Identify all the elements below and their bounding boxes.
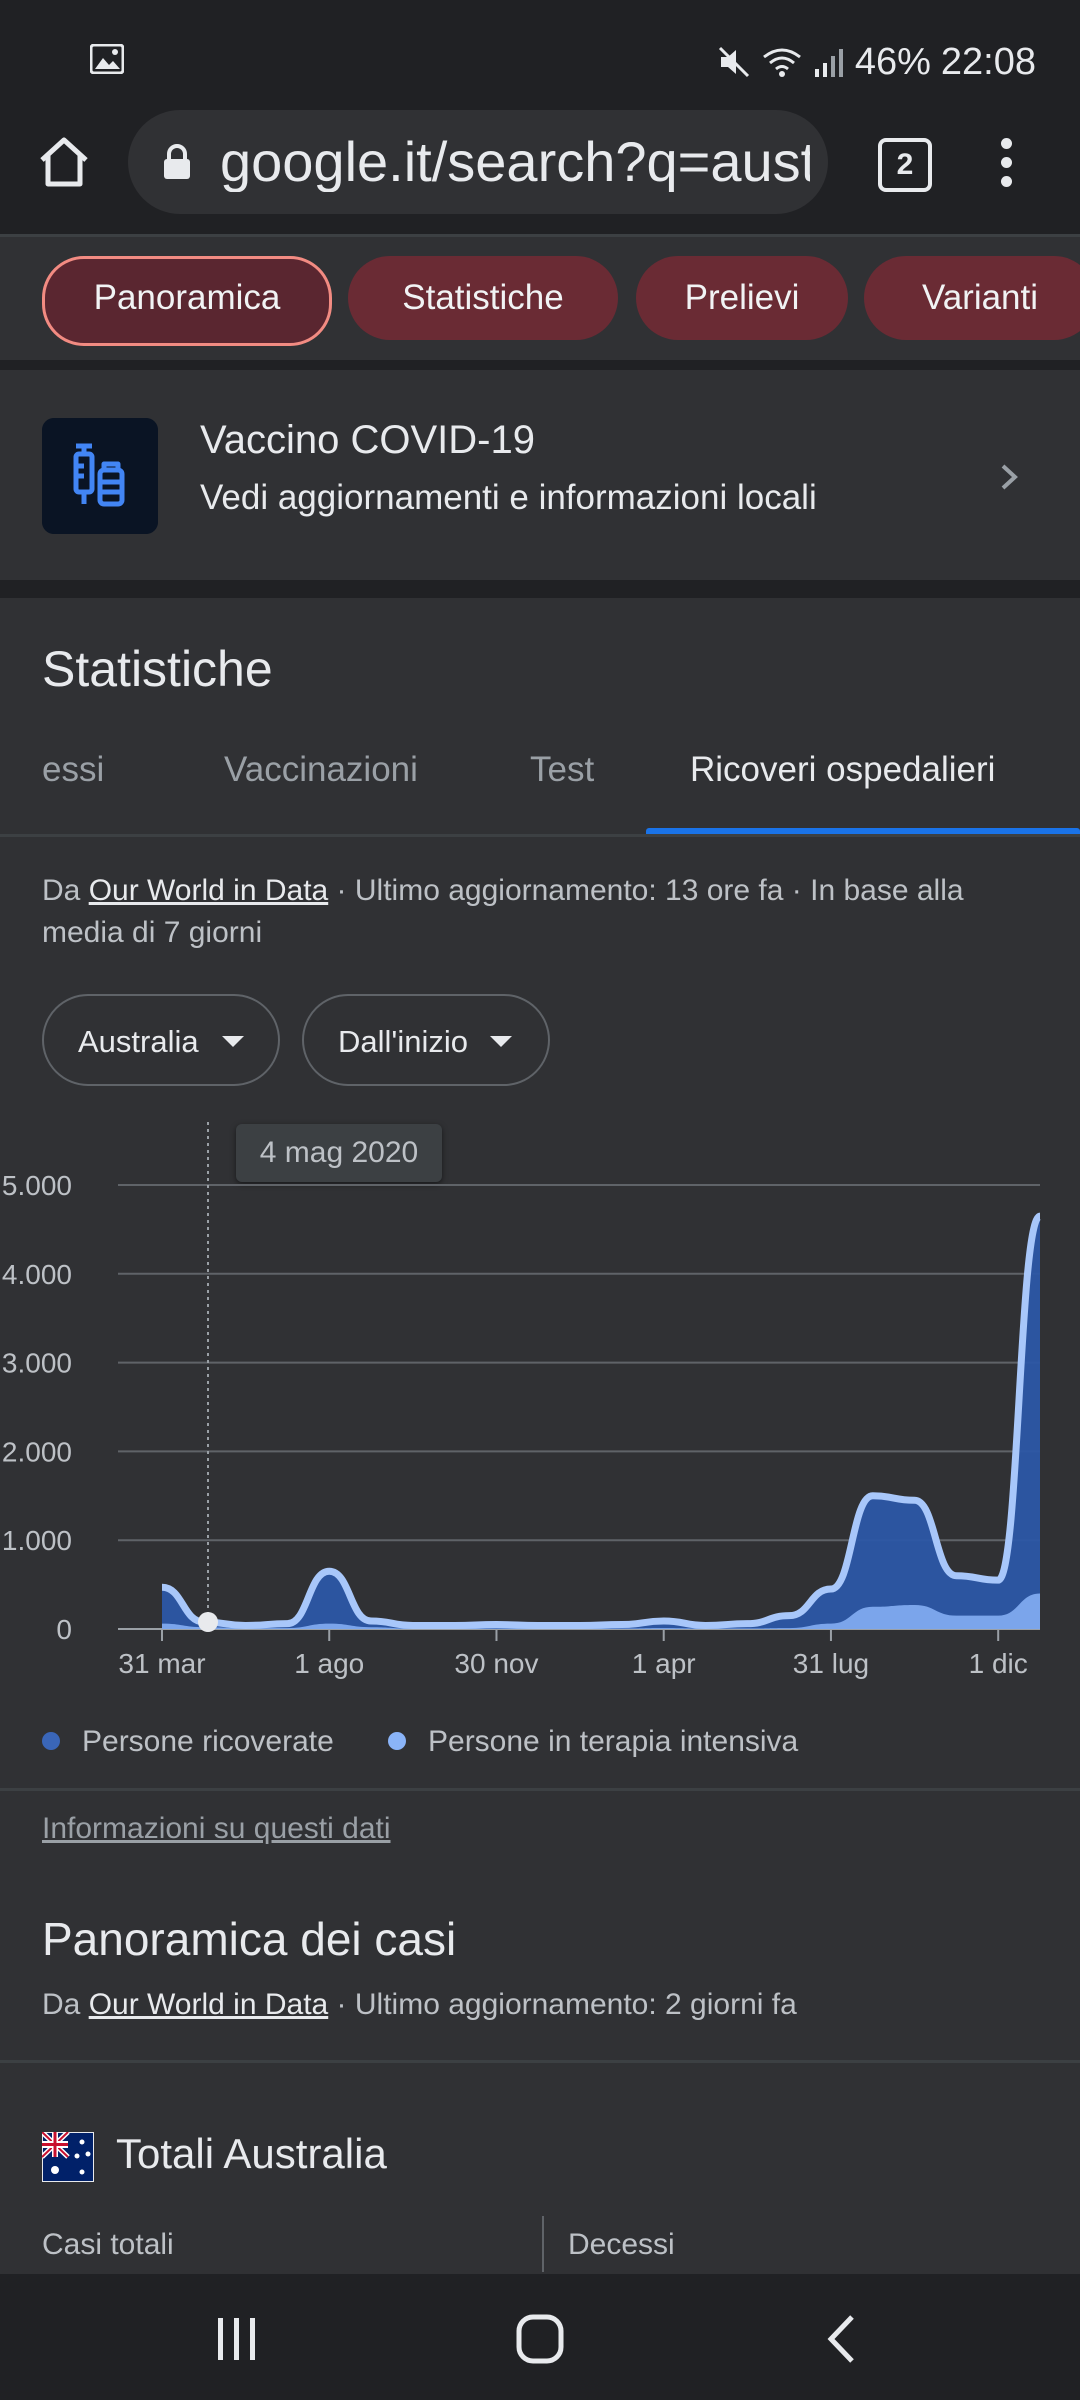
legend-dot xyxy=(388,1732,406,1751)
deaths-label: Decessi xyxy=(568,2228,675,2261)
home-icon[interactable] xyxy=(34,132,94,192)
stats-source: Da Our World in Data · Ultimo aggiorname… xyxy=(42,874,964,949)
y-tick-label: 2.000 xyxy=(2,1436,72,1467)
tabs-divider xyxy=(0,834,1080,837)
y-tick-label: 4.000 xyxy=(2,1259,72,1290)
tab-vaccinazioni[interactable]: Vaccinazioni xyxy=(224,750,418,789)
section-separator xyxy=(0,580,1080,598)
tab-test[interactable]: Test xyxy=(530,750,595,789)
y-tick-label: 1.000 xyxy=(2,1525,72,1556)
country-dropdown[interactable]: Australia xyxy=(42,994,280,1086)
country-dropdown-value: Australia xyxy=(78,1024,199,1059)
browser-toolbar: google.it/search?q=aust 2 xyxy=(0,110,1080,236)
active-tab-indicator xyxy=(646,828,1080,834)
legend-item-ricoverate: Persone ricoverate xyxy=(42,1722,334,1762)
cases-source: Da Our World in Data · Ultimo aggiorname… xyxy=(42,1988,797,2021)
series-line-ricoverate xyxy=(161,1212,1044,1629)
series-area-terapia-intensiva xyxy=(162,1593,1040,1629)
hospitalization-chart[interactable]: 5.000 4.000 3.000 2.000 1.000 0 31 mar 1 ago 30 … xyxy=(0,1110,1080,1690)
stats-tabs: essi Vaccinazioni Test Ricoveri ospedali… xyxy=(0,720,1080,836)
australia-flag-icon xyxy=(42,2132,94,2182)
chevron-right-icon xyxy=(1001,464,1018,490)
y-tick-label: 3.000 xyxy=(2,1348,72,1379)
x-tick-label: 1 apr xyxy=(632,1648,696,1679)
range-dropdown-value: Dall'inizio xyxy=(338,1024,468,1059)
battery-level: 46% xyxy=(854,40,931,83)
source-link[interactable]: Our World in Data xyxy=(88,1988,329,2021)
chip-statistiche[interactable]: Statistiche xyxy=(348,256,618,340)
legend-item-terapia-intensiva: Persone in terapia intensiva xyxy=(388,1722,798,1762)
x-tick-label: 1 ago xyxy=(294,1648,364,1679)
y-tick-label: 5.000 xyxy=(2,1170,72,1201)
signal-icon xyxy=(814,49,843,77)
caret-down-icon xyxy=(490,1036,512,1047)
data-info-link[interactable]: Informazioni su questi dati xyxy=(42,1812,391,1845)
toolbar-divider xyxy=(0,234,1080,237)
recent-apps-icon[interactable] xyxy=(214,2316,260,2362)
range-dropdown[interactable]: Dall'inizio xyxy=(302,994,550,1086)
status-right: 46% 22:08 xyxy=(717,34,1036,90)
system-nav-bar xyxy=(0,2274,1080,2400)
address-bar[interactable]: google.it/search?q=aust xyxy=(128,110,828,214)
series-area-ricoverate xyxy=(162,1216,1040,1629)
chip-varianti[interactable]: Varianti xyxy=(864,256,1080,340)
chart-tooltip: 4 mag 2020 xyxy=(236,1124,442,1182)
legend-dot xyxy=(42,1732,60,1751)
section-separator xyxy=(0,360,1080,370)
total-cases-label: Casi totali xyxy=(42,2228,174,2261)
source-link[interactable]: Our World in Data xyxy=(88,874,329,907)
cases-title: Panoramica dei casi xyxy=(42,1913,457,1965)
cases-divider xyxy=(0,2060,1080,2063)
y-tick-label: 0 xyxy=(56,1614,72,1645)
x-tick-label: 30 nov xyxy=(454,1648,538,1679)
vaccine-icon xyxy=(42,418,158,534)
topic-chips: Panoramica Statistiche Prelievi Varianti xyxy=(0,238,1080,360)
tab-decessi[interactable]: essi xyxy=(42,750,105,789)
stats-title: Statistiche xyxy=(42,641,273,697)
back-icon[interactable] xyxy=(824,2314,860,2364)
status-bar: 46% 22:08 xyxy=(0,0,1080,110)
caret-down-icon xyxy=(222,1036,244,1047)
wifi-icon xyxy=(762,48,801,77)
home-nav-icon[interactable] xyxy=(516,2314,564,2364)
x-tick-label: 1 dic xyxy=(969,1648,1028,1679)
mute-icon xyxy=(718,46,749,78)
selection-point xyxy=(198,1612,218,1632)
tab-ricoveri-ospedalieri[interactable]: Ricoveri ospedalieri xyxy=(690,750,996,789)
vaccine-card-subtitle: Vedi aggiornamenti e informazioni locali xyxy=(200,478,817,517)
url-text[interactable]: google.it/search?q=aust xyxy=(220,132,810,192)
tab-switcher-button[interactable]: 2 xyxy=(878,138,932,192)
lock-icon xyxy=(164,144,190,179)
x-tick-label: 31 lug xyxy=(793,1648,869,1679)
vaccine-card[interactable]: Vaccino COVID-19 Vedi aggiornamenti e in… xyxy=(0,370,1080,580)
column-divider xyxy=(542,2216,544,2272)
image-icon xyxy=(90,44,124,74)
chip-prelievi[interactable]: Prelievi xyxy=(636,256,848,340)
vaccine-card-title: Vaccino COVID-19 xyxy=(200,418,535,462)
clock: 22:08 xyxy=(940,40,1036,83)
overflow-menu-icon[interactable] xyxy=(988,138,1024,194)
totals-title: Totali Australia xyxy=(116,2130,387,2177)
chip-panoramica[interactable]: Panoramica xyxy=(42,256,332,346)
legend-divider xyxy=(0,1788,1080,1791)
x-tick-label: 31 mar xyxy=(118,1648,205,1679)
